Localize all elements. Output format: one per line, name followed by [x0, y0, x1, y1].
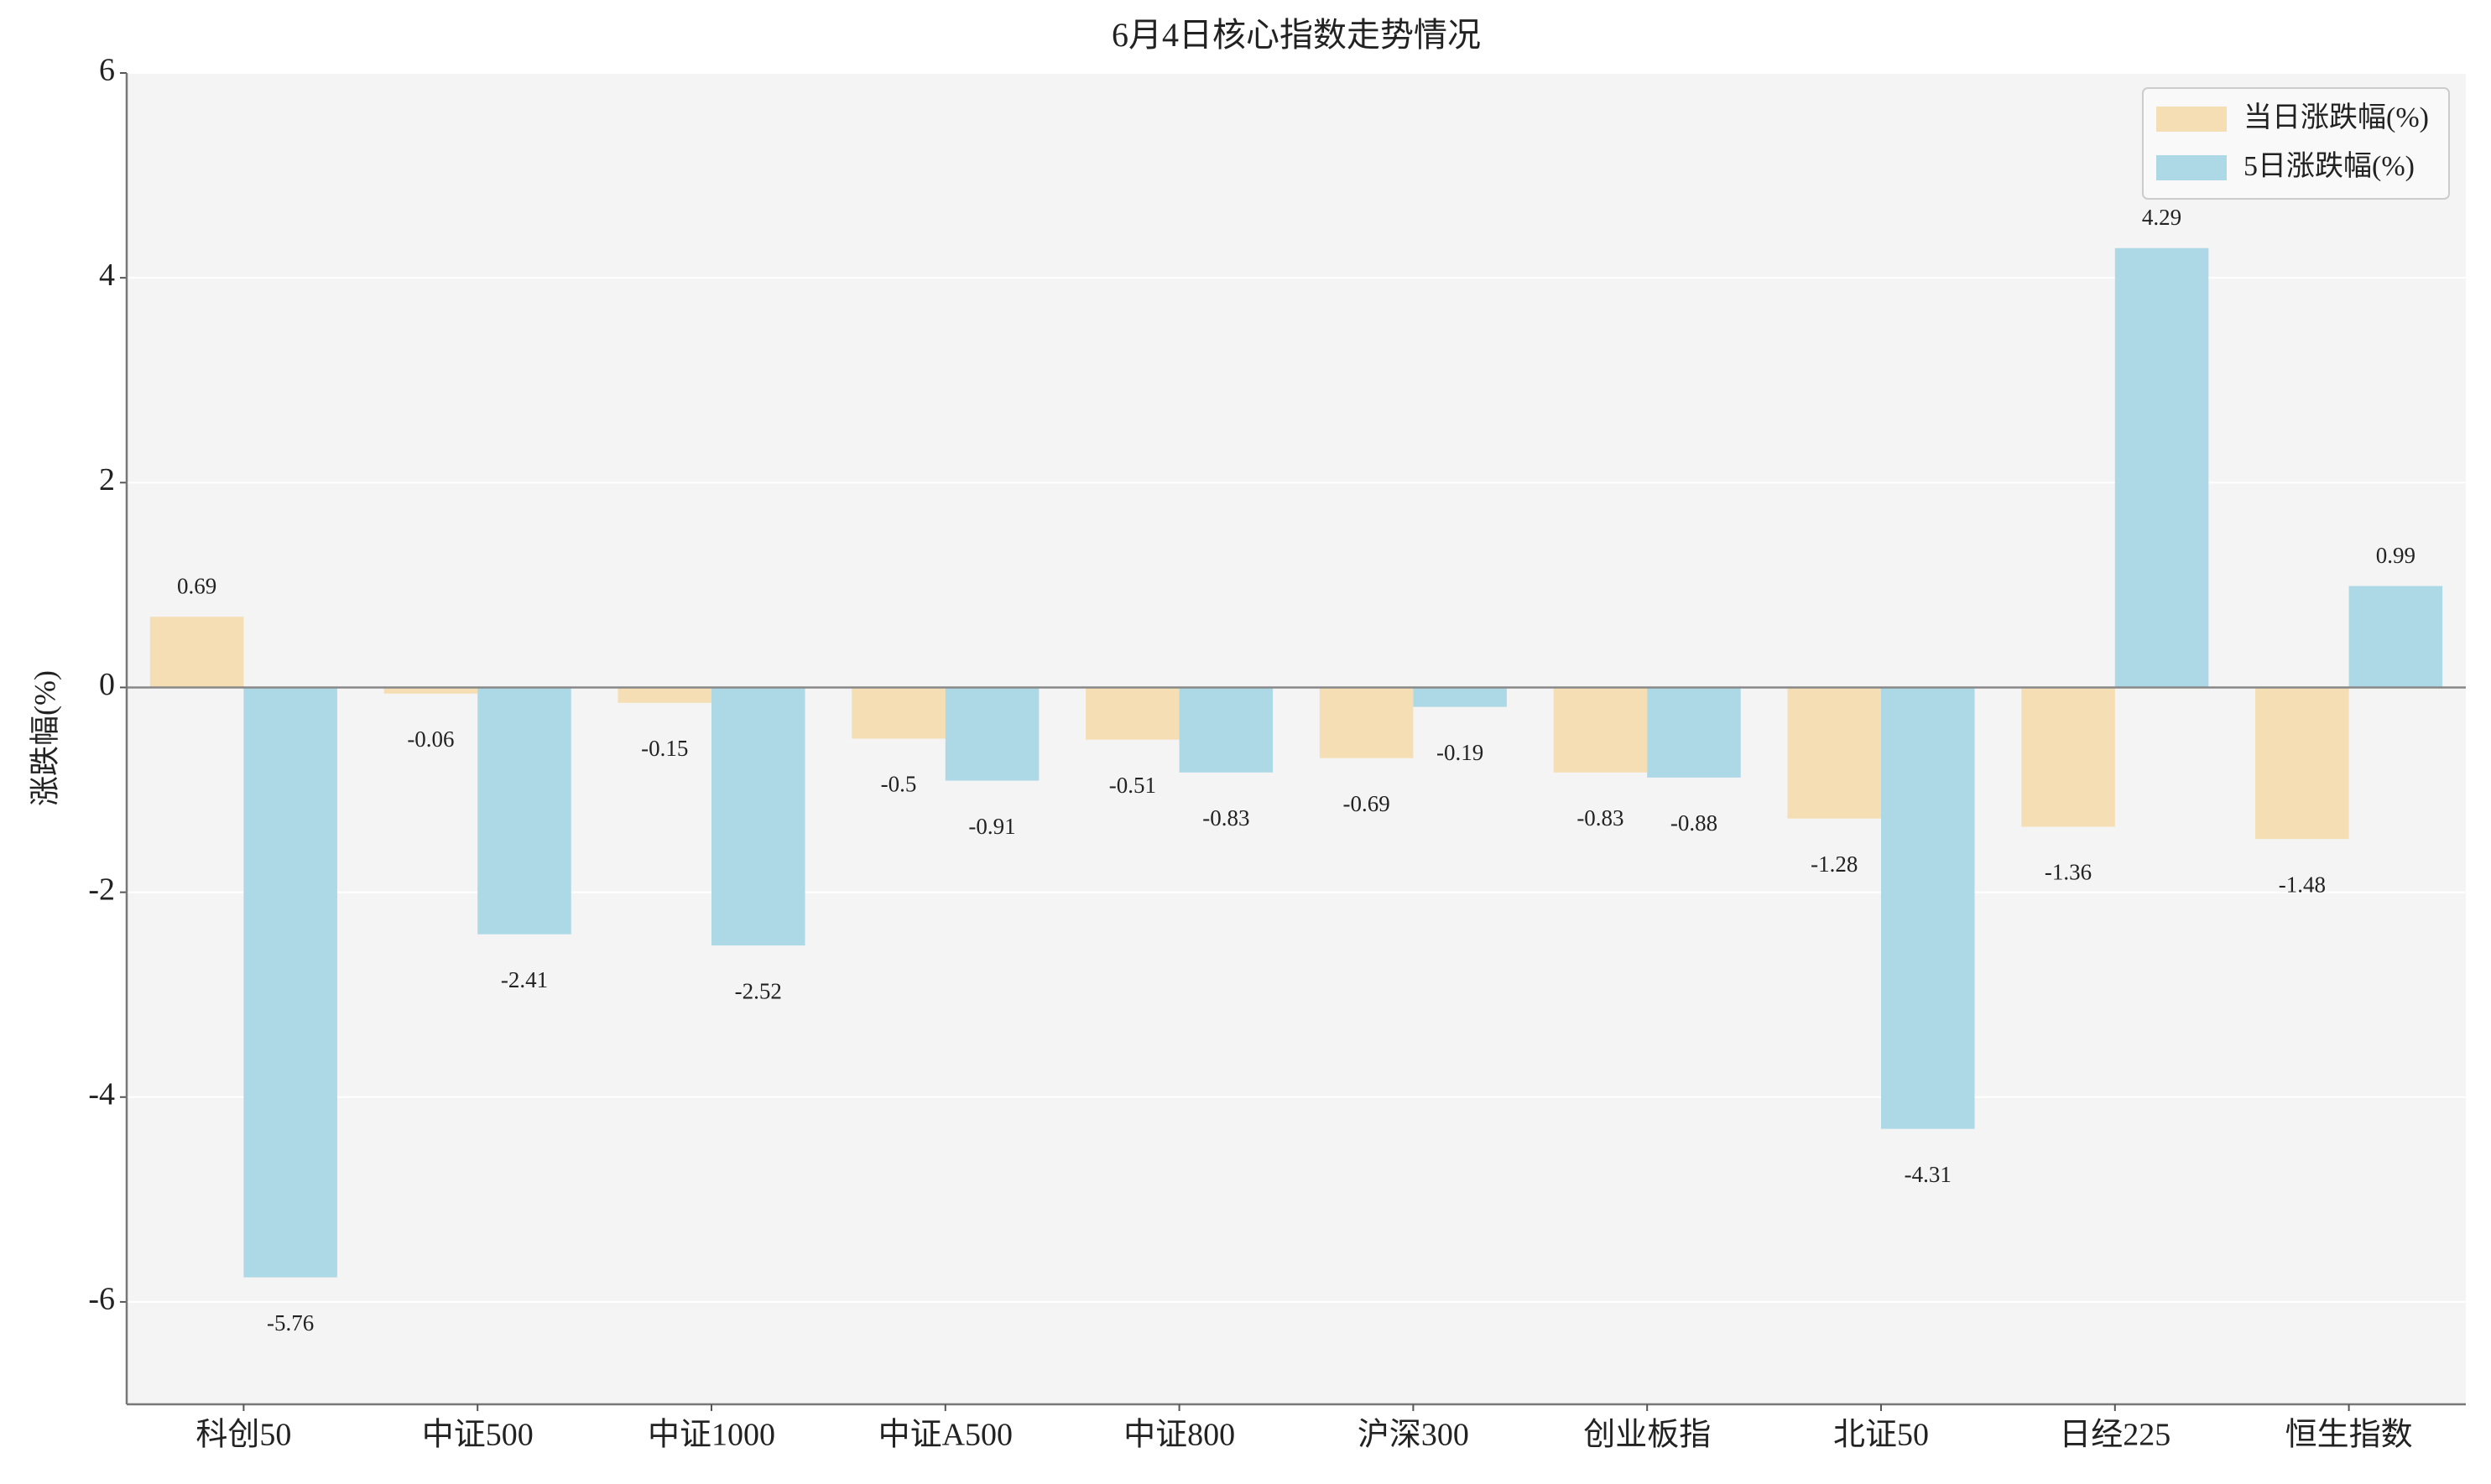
value-label: -0.51 [1109, 773, 1156, 798]
legend-swatch [2156, 107, 2227, 132]
y-axis-label: 涨跌幅(%) [28, 670, 61, 806]
bar [149, 617, 244, 688]
value-label: -0.06 [407, 726, 454, 752]
bar [243, 687, 337, 1278]
value-label: -0.15 [641, 736, 688, 761]
legend-label: 当日涨跌幅(%) [2243, 102, 2429, 133]
y-tick-label: 4 [99, 258, 115, 293]
bar [2348, 586, 2443, 688]
value-label: 4.29 [2142, 205, 2181, 230]
bar [1086, 687, 1180, 740]
x-tick-label: 日经225 [2059, 1418, 2171, 1453]
value-label: -2.41 [501, 967, 548, 992]
value-label: -4.31 [1905, 1162, 1952, 1187]
bar [1413, 687, 1507, 707]
value-label: -1.36 [2045, 860, 2092, 885]
bar [1647, 687, 1741, 778]
y-tick-label: 0 [99, 667, 115, 702]
bar [1319, 687, 1414, 758]
value-label: -5.76 [267, 1310, 314, 1336]
x-tick-label: 中证800 [1123, 1418, 1235, 1453]
y-tick-label: -4 [88, 1076, 115, 1112]
value-label: -2.52 [735, 978, 782, 1003]
x-tick-label: 中证A500 [878, 1418, 1013, 1453]
bar [2255, 687, 2349, 840]
x-tick-label: 北证50 [1833, 1418, 1929, 1453]
value-label: -0.69 [1343, 791, 1390, 816]
bar [2114, 247, 2209, 688]
value-label: -0.91 [968, 814, 1015, 839]
value-label: -1.28 [1811, 851, 1858, 877]
value-label: -0.83 [1202, 805, 1249, 831]
bar [852, 687, 946, 739]
legend-swatch [2156, 155, 2227, 180]
x-tick-label: 中证500 [422, 1418, 534, 1453]
x-tick-label: 中证1000 [648, 1418, 775, 1453]
bar [1553, 687, 1648, 773]
y-tick-label: -6 [88, 1282, 115, 1317]
bar [1881, 687, 1975, 1129]
bar [477, 687, 571, 935]
y-tick-label: 6 [99, 53, 115, 88]
x-tick-label: 科创50 [195, 1418, 291, 1453]
x-tick-label: 创业板指 [1583, 1418, 1711, 1453]
value-label: -0.5 [881, 772, 917, 797]
value-label: -0.83 [1576, 805, 1623, 831]
chart-title: 6月4日核心指数走势情况 [1112, 16, 1481, 54]
x-tick-label: 恒生指数 [2285, 1418, 2413, 1453]
bar [1179, 687, 1274, 773]
value-label: 0.69 [177, 573, 216, 598]
bar [383, 687, 478, 694]
value-label: -0.19 [1436, 740, 1483, 765]
bar [945, 687, 1040, 781]
legend-label: 5日涨跌幅(%) [2243, 150, 2415, 182]
y-tick-label: -2 [88, 872, 115, 907]
bar [711, 687, 805, 946]
bar [2021, 687, 2115, 827]
bar [618, 687, 711, 703]
bar [1787, 687, 1881, 819]
value-label: -0.88 [1670, 810, 1717, 836]
x-tick-label: 沪深300 [1358, 1418, 1469, 1453]
y-tick-label: 2 [99, 462, 115, 497]
value-label: -1.48 [2279, 872, 2326, 897]
value-label: 0.99 [2376, 543, 2415, 568]
